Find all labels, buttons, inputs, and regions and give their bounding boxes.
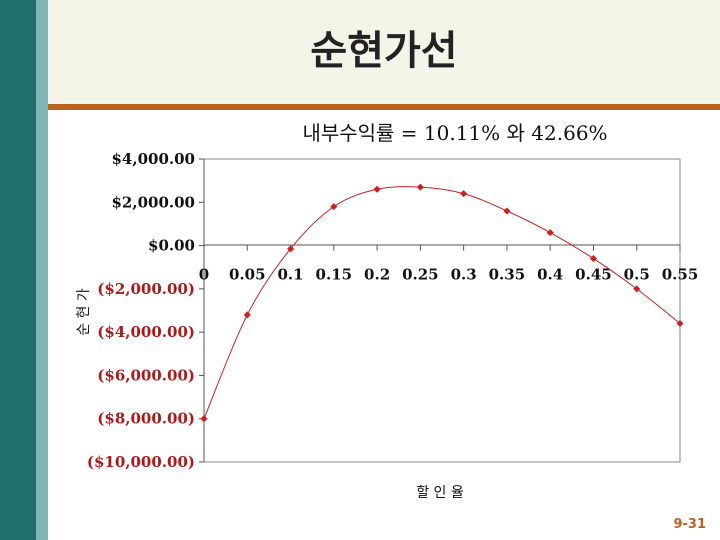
data-point: [546, 229, 554, 237]
x-tick-label: 0.1: [277, 266, 303, 284]
data-point: [676, 319, 684, 328]
header-rule: [48, 104, 720, 110]
page-number: 9-31: [673, 517, 706, 532]
y-tick-group: $4,000.00 $2,000.00 $0.00 ($2,000.00) ($4,00…: [87, 150, 204, 471]
x-tick-group: 0 0.05 0.1 0.15 0.2 0.25 0.3 0.35 0.4 0.45 0.5 0.55: [199, 245, 699, 284]
x-tick-label: 0.35: [489, 266, 526, 284]
x-tick-label: 0.15: [316, 266, 353, 284]
data-point: [373, 185, 381, 193]
npv-curve: [203, 186, 681, 419]
y-tick-label: ($6,000.00): [97, 366, 195, 384]
y-tick-label: ($2,000.00): [97, 280, 195, 298]
data-point: [416, 183, 424, 191]
plot-area: [203, 158, 681, 463]
x-axis-label: 할 인 율: [416, 485, 464, 501]
data-point: [460, 190, 468, 198]
y-axis-label: 순 현 가: [76, 288, 92, 336]
data-point: [503, 207, 511, 215]
y-tick-label: ($8,000.00): [97, 410, 195, 428]
header-band: [48, 0, 720, 104]
x-tick-label: 0.25: [402, 266, 439, 284]
data-point: [330, 203, 338, 211]
data-point: [287, 245, 295, 253]
chart-subtitle: 내부수익률 = 10.11% 와 42.66%: [302, 121, 607, 145]
y-tick-label: $2,000.00: [111, 193, 195, 211]
slide-title: 순현가선: [310, 28, 458, 74]
x-tick-label: 0.2: [364, 266, 390, 284]
x-tick-label: 0.3: [451, 266, 477, 284]
x-tick-label: 0.05: [229, 266, 266, 284]
left-accent-bar: [0, 0, 36, 540]
data-point: [589, 255, 597, 263]
data-point: [243, 311, 251, 319]
data-point: [200, 415, 208, 423]
x-tick-label: 0.55: [662, 266, 699, 284]
data-points: [200, 183, 684, 423]
y-tick-label: $4,000.00: [111, 150, 195, 168]
x-tick-label: 0.45: [575, 266, 612, 284]
data-point: [633, 285, 641, 293]
y-tick-label: ($4,000.00): [97, 323, 195, 341]
x-tick-label: 0: [199, 266, 209, 284]
x-tick-label: 0.5: [624, 266, 650, 284]
left-accent-bar-light: [36, 0, 48, 540]
y-tick-label: ($10,000.00): [87, 453, 195, 471]
x-tick-label: 0.4: [537, 266, 563, 284]
y-tick-label: $0.00: [148, 237, 195, 255]
